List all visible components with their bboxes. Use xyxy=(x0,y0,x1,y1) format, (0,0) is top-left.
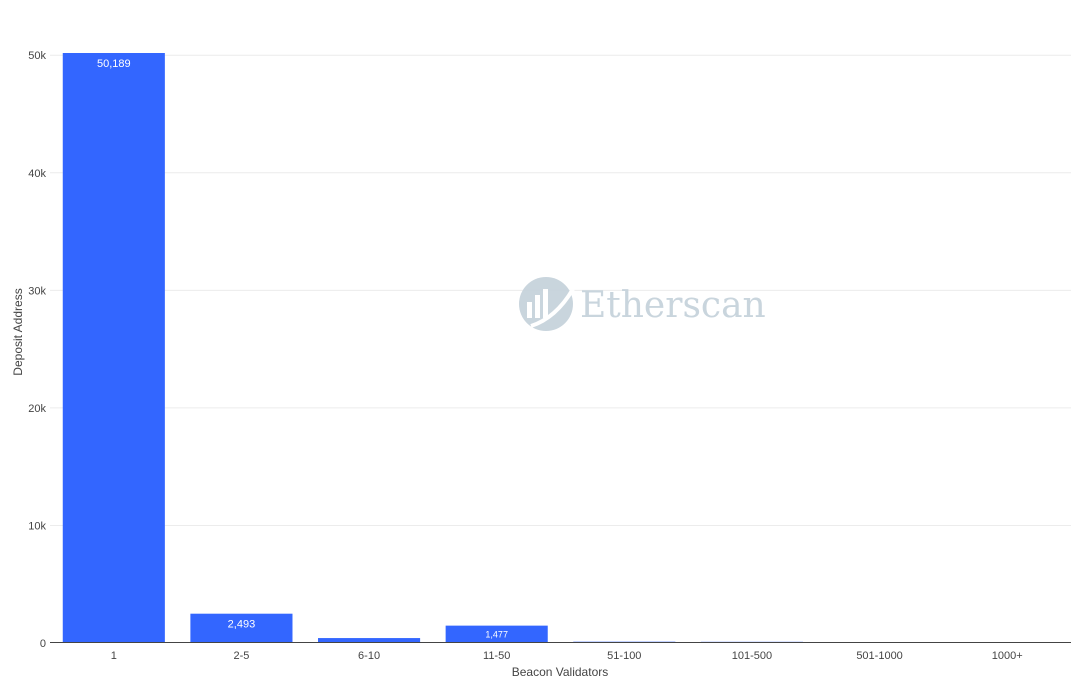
x-tick-label: 2-5 xyxy=(233,650,249,662)
watermark-text: Etherscan xyxy=(580,285,766,326)
bars xyxy=(62,53,1059,643)
y-tick-label: 40k xyxy=(28,168,46,180)
x-tick-label: 51-100 xyxy=(607,650,641,662)
y-tick-label: 10k xyxy=(28,520,46,532)
data-label: 50,189 xyxy=(97,58,131,70)
y-tick-label: 0 xyxy=(40,638,46,650)
x-tick-label: 11-50 xyxy=(483,650,510,662)
x-tick-label: 101-500 xyxy=(732,650,772,662)
x-axis-ticks: 1 2-5 6-10 11-50 51-100 101-500 501-1000 1000+ xyxy=(111,650,1023,662)
data-label: 1,477 xyxy=(485,630,508,640)
x-tick-label: 1 xyxy=(111,650,117,662)
watermark: Etherscan xyxy=(519,277,766,331)
x-tick-label: 1000+ xyxy=(992,650,1023,662)
bar-2-5[interactable] xyxy=(190,613,293,643)
etherscan-logo-icon xyxy=(519,277,575,331)
x-tick-label: 501-1000 xyxy=(856,650,903,662)
bar-1[interactable] xyxy=(62,53,165,643)
x-tick-label: 6-10 xyxy=(358,650,380,662)
data-labels: 50,189 2,493 1,477 xyxy=(97,58,508,640)
y-tick-label: 30k xyxy=(28,285,46,297)
y-tick-label: 20k xyxy=(28,403,46,415)
y-tick-label: 50k xyxy=(28,50,46,62)
data-label: 2,493 xyxy=(228,619,256,631)
y-axis-title: Deposit Address xyxy=(11,288,25,375)
y-axis-ticks: 0 10k 20k 30k 40k 50k xyxy=(28,50,46,650)
bar-6-10[interactable] xyxy=(318,638,421,643)
bar-11-50[interactable] xyxy=(445,625,548,643)
x-axis-title: Beacon Validators xyxy=(512,665,609,679)
